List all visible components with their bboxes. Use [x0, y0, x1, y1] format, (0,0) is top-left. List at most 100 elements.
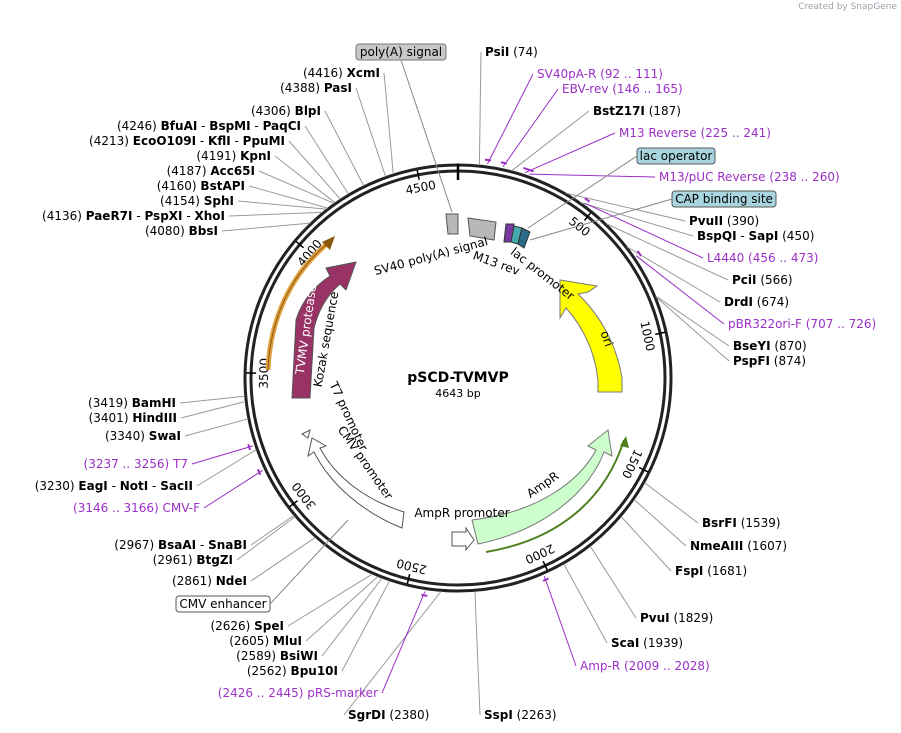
- site-PaeR7I[interactable]: (4136) PaeR7I - PspXI - XhoI: [42, 209, 225, 223]
- site-PspFI[interactable]: PspFI (874): [733, 354, 806, 368]
- leader-SpeI: [287, 573, 373, 627]
- leader-Acc65I: [258, 170, 335, 204]
- leader-BstZ17I: [511, 110, 590, 172]
- site-BspQI[interactable]: BspQI - SapI (450): [697, 229, 814, 243]
- leader-primer-9: [191, 445, 254, 465]
- site-HindIII[interactable]: (3401) HindIII: [89, 411, 177, 425]
- site-BsrFI[interactable]: BsrFI (1539): [702, 516, 781, 530]
- site-PsiI[interactable]: PsiI (74): [485, 45, 538, 59]
- feature-sv40polya-b[interactable]: [467, 217, 497, 241]
- site-EcoO109I[interactable]: (4213) EcoO109I - KflI - PpuMI: [89, 134, 285, 148]
- primer-M13/pUC Reverse[interactable]: M13/pUC Reverse (238 .. 260): [659, 170, 840, 184]
- site-PvuI[interactable]: PvuI (1829): [640, 611, 713, 625]
- site-BstZ17I[interactable]: BstZ17I (187): [593, 104, 681, 118]
- feature-tvmv[interactable]: [291, 261, 357, 399]
- leader-primer-2: [524, 132, 616, 174]
- leader-HindIII: [180, 400, 246, 419]
- primer-mark-7: [421, 593, 428, 597]
- primer-M13 Reverse[interactable]: M13 Reverse (225 .. 241): [619, 126, 771, 140]
- feature-ampr[interactable]: [471, 429, 613, 545]
- tick-mark-3000: [289, 500, 298, 508]
- leader-ScaI: [563, 563, 608, 644]
- leader-BbsI: [221, 222, 311, 232]
- leader-primer-0: [486, 73, 534, 165]
- site-BamHI[interactable]: (3419) BamHI: [88, 396, 176, 410]
- leader-BlpI: [324, 110, 365, 187]
- leader-primer-6: [543, 575, 577, 667]
- boxed-label-lac-operator[interactable]: lac operator: [636, 147, 716, 165]
- site-SpeI[interactable]: (2626) SpeI: [210, 619, 284, 633]
- leader-BsrFI: [644, 482, 699, 524]
- leader-primer-1: [502, 88, 559, 168]
- tick-mark-4500: [416, 169, 420, 180]
- site-BlpI[interactable]: (4306) BlpI: [251, 104, 321, 118]
- site-PasI[interactable]: (4388) PasI: [280, 81, 352, 95]
- site-ScaI[interactable]: ScaI (1939): [611, 636, 683, 650]
- primer-EBV-rev[interactable]: EBV-rev (146 .. 165): [562, 82, 683, 96]
- leader-XcmI: [383, 72, 394, 175]
- feature-lacprom[interactable]: [517, 227, 531, 249]
- primer-mark-5: [636, 250, 642, 257]
- leader-BstAPI: [248, 185, 329, 209]
- primer-pRS-marker[interactable]: (2426 .. 2445) pRS-marker: [218, 686, 378, 700]
- feature-ori[interactable]: [559, 279, 623, 393]
- site-NdeI[interactable]: (2861) NdeI: [172, 574, 247, 588]
- site-XcmI[interactable]: (4416) XcmI: [303, 66, 380, 80]
- site-BtgZI[interactable]: (2961) BtgZI: [153, 553, 233, 567]
- site-SwaI[interactable]: (3340) SwaI: [105, 429, 181, 443]
- tick-label-1000: 1000: [637, 320, 657, 353]
- primer-pBR322ori-F[interactable]: pBR322ori-F (707 .. 726): [728, 317, 876, 331]
- leader-BtgZI: [236, 516, 296, 561]
- site-SphI[interactable]: (4154) SphI: [160, 194, 234, 208]
- feature-label-ori: ori: [598, 329, 616, 348]
- site-BseYI[interactable]: BseYI (870): [733, 339, 807, 353]
- site-FspI[interactable]: FspI (1681): [675, 564, 747, 578]
- boxed-label-cmv-enhancer[interactable]: CMV enhancer: [175, 595, 271, 613]
- feature-cmvprom[interactable]: [307, 437, 405, 529]
- site-MluI[interactable]: (2605) MluI: [229, 634, 302, 648]
- site-BstAPI[interactable]: (4160) BstAPI: [157, 179, 245, 193]
- feature-sv40polya[interactable]: [445, 213, 459, 235]
- leader-MluI: [305, 576, 379, 642]
- primer-L4440[interactable]: L4440 (456 .. 473): [707, 251, 818, 265]
- tick-mark-1000: [655, 331, 666, 336]
- boxed-label-polya[interactable]: poly(A) signal: [355, 43, 447, 61]
- svg-text:CMV enhancer: CMV enhancer: [179, 597, 266, 611]
- site-SspI[interactable]: SspI (2263): [484, 708, 557, 722]
- leader-KpnI: [274, 155, 336, 204]
- site-BbsI[interactable]: (4080) BbsI: [145, 224, 218, 238]
- site-BfuAI[interactable]: (4246) BfuAI - BspMI - PaqCI: [117, 119, 301, 133]
- site-EagI[interactable]: (3230) EagI - NotI - SacII: [35, 479, 193, 493]
- leader-PasI: [355, 87, 387, 177]
- primer-T7[interactable]: (3237 .. 3256) T7: [84, 457, 188, 471]
- site-NmeAIII[interactable]: NmeAIII (1607): [690, 539, 787, 553]
- tvmv-outer-arrow: [322, 236, 335, 250]
- primer-Amp-R[interactable]: Amp-R (2009 .. 2028): [580, 659, 710, 673]
- feature-t7prom[interactable]: [301, 429, 311, 439]
- primer-mark-9: [247, 443, 252, 451]
- leader-DrdI: [626, 246, 721, 303]
- site-Bpu10I[interactable]: (2562) Bpu10I: [247, 664, 338, 678]
- site-KpnI[interactable]: (4191) KpnI: [196, 149, 271, 163]
- tick-mark-2500: [406, 573, 411, 585]
- leader-PaeR7I: [228, 211, 323, 217]
- tick-label-2500: 2500: [395, 556, 428, 577]
- site-BsiWI[interactable]: (2589) BsiWI: [236, 649, 318, 663]
- leader-BspQI: [580, 201, 694, 237]
- site-BsaAI[interactable]: (2967) BsaAI - SnaBI: [114, 538, 247, 552]
- primer-SV40pA-R[interactable]: SV40pA-R (92 .. 111): [537, 67, 663, 81]
- site-Acc65I[interactable]: (4187) Acc65I: [167, 164, 255, 178]
- leader-SphI: [237, 200, 327, 210]
- primer-mark-4: [584, 197, 591, 203]
- feature-amprprom[interactable]: [451, 526, 475, 552]
- primer-mark-8: [256, 468, 262, 476]
- boxed-label-cap[interactable]: CAP binding site: [671, 190, 777, 208]
- site-PciI[interactable]: PciI (566): [732, 273, 793, 287]
- tick-mark-4000: [295, 240, 305, 249]
- site-PvuII[interactable]: PvuII (390): [689, 214, 759, 228]
- site-SgrDI[interactable]: SgrDI (2380): [348, 708, 429, 722]
- primer-CMV-F[interactable]: (3146 .. 3166) CMV-F: [73, 501, 200, 515]
- leader-NdeI: [250, 537, 316, 582]
- site-DrdI[interactable]: DrdI (674): [724, 295, 789, 309]
